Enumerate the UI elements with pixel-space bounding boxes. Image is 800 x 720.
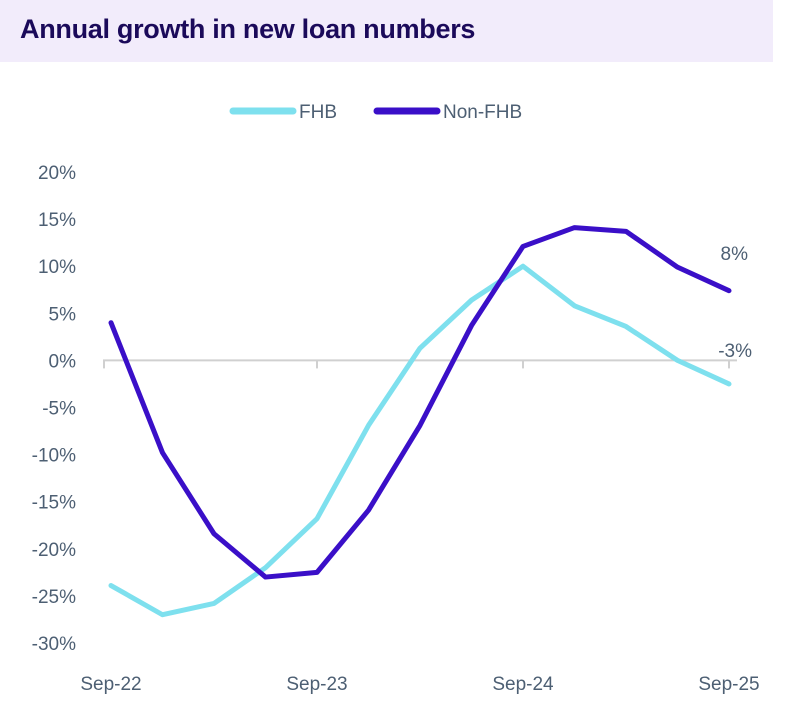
y-tick-label: 0% [49,351,77,372]
y-tick-label: 10% [38,257,76,278]
x-tick-label: Sep-23 [286,674,347,695]
series-line-non-fhb [108,225,732,580]
x-tick-label: Sep-24 [492,674,554,695]
legend-item-non-fhb: Non-FHB [373,102,522,123]
series-lines [108,225,732,618]
y-tick-label: -25% [32,587,76,608]
x-tick-label: Sep-25 [698,674,759,695]
chart-title: Annual growth in new loan numbers [20,14,476,44]
title-bar: Annual growth in new loan numbers [0,0,773,62]
legend: FHB Non-FHB [229,102,522,123]
y-tick-label: -30% [32,634,76,655]
legend-label: Non-FHB [443,102,522,123]
y-tick-label: -20% [32,540,76,561]
x-tick-label: Sep-22 [80,674,141,695]
end-label-non-fhb: 8% [721,244,749,265]
x-axis: Sep-22 Sep-23 Sep-24 Sep-25 [80,359,760,695]
y-tick-label: -10% [32,446,76,467]
y-tick-label: 5% [49,304,77,325]
y-tick-label: -15% [32,493,76,514]
y-tick-label: -5% [42,399,76,420]
legend-label: FHB [299,102,337,123]
y-axis: 20% 15% 10% 5% 0% -5% -10% -15% -20% -25% -30% [32,163,76,655]
end-labels: -3% 8% [718,244,752,362]
legend-item-fhb: FHB [229,102,337,123]
y-tick-label: 15% [38,210,76,231]
y-tick-label: 20% [38,163,76,184]
series-line-fhb [108,263,732,618]
end-label-fhb: -3% [718,341,752,362]
